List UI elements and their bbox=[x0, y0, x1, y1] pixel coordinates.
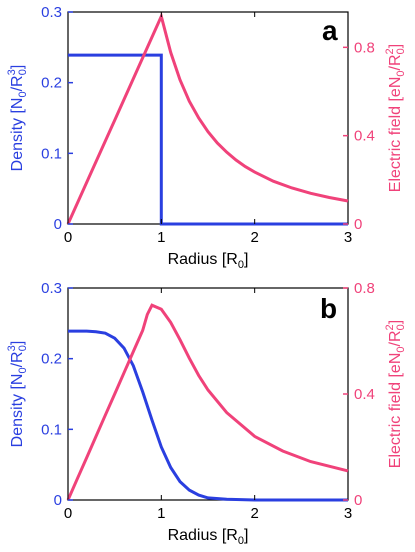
y-tick-label-right: 0.4 bbox=[354, 386, 375, 403]
y-tick-label-right: 0 bbox=[354, 216, 362, 233]
y-tick-label-left: 0.3 bbox=[41, 4, 62, 21]
y-tick-label-left: 0.1 bbox=[41, 145, 62, 162]
tick-layer: 0 1 2 300.10.20.300.40.8 bbox=[41, 280, 375, 522]
x-tick-label: 0 bbox=[64, 229, 72, 246]
series-layer bbox=[66, 11, 349, 226]
density-line bbox=[68, 329, 348, 502]
electric-field-line bbox=[66, 11, 349, 225]
y-tick-label-right: 0.8 bbox=[354, 280, 375, 297]
y-tick-label-left: 0 bbox=[54, 492, 62, 509]
x-tick-label: 1 bbox=[157, 505, 165, 522]
y-tick-label-left: 0.2 bbox=[41, 351, 62, 368]
y-tick-label-left: 0.2 bbox=[41, 75, 62, 92]
y-tick-label-left: 0.3 bbox=[41, 280, 62, 297]
y-axis-label-left: Density [N0/R30] bbox=[6, 341, 29, 448]
panel-b: 0 1 2 300.10.20.300.40.8 b Radius [R0] Dens… bbox=[6, 280, 407, 547]
y-axis-label-right: Electric field [eN0/R20] bbox=[384, 44, 407, 192]
x-axis-label: Radius [R0] bbox=[168, 527, 249, 547]
y-tick-label-right: 0.8 bbox=[354, 39, 375, 56]
y-axis-label-right: Electric field [eN0/R20] bbox=[384, 320, 407, 468]
x-tick-label: 0 bbox=[64, 505, 72, 522]
x-tick-label: 2 bbox=[250, 505, 258, 522]
y-tick-label-right: 0.4 bbox=[354, 128, 375, 145]
panel-letter: b bbox=[320, 293, 337, 324]
tick-layer: 0 1 2 300.10.20.300.40.8 bbox=[41, 4, 375, 246]
density-line bbox=[68, 53, 348, 226]
x-axis-label: Radius [R0] bbox=[168, 251, 249, 271]
panel-a: 0 1 2 300.10.20.300.40.8 a Radius [R0] Dens… bbox=[6, 4, 407, 271]
x-tick-label: 3 bbox=[344, 505, 352, 522]
y-tick-label-left: 0 bbox=[54, 216, 62, 233]
series-layer bbox=[66, 303, 349, 502]
y-tick-label-right: 0 bbox=[354, 492, 362, 509]
plot-frame bbox=[67, 287, 349, 501]
x-tick-label: 2 bbox=[250, 229, 258, 246]
x-tick-label: 1 bbox=[157, 229, 165, 246]
y-axis-label-left: Density [N0/R30] bbox=[6, 65, 29, 172]
electric-field-line bbox=[66, 303, 349, 501]
y-tick-label-left: 0.1 bbox=[41, 421, 62, 438]
x-tick-label: 3 bbox=[344, 229, 352, 246]
panel-letter: a bbox=[322, 15, 338, 46]
